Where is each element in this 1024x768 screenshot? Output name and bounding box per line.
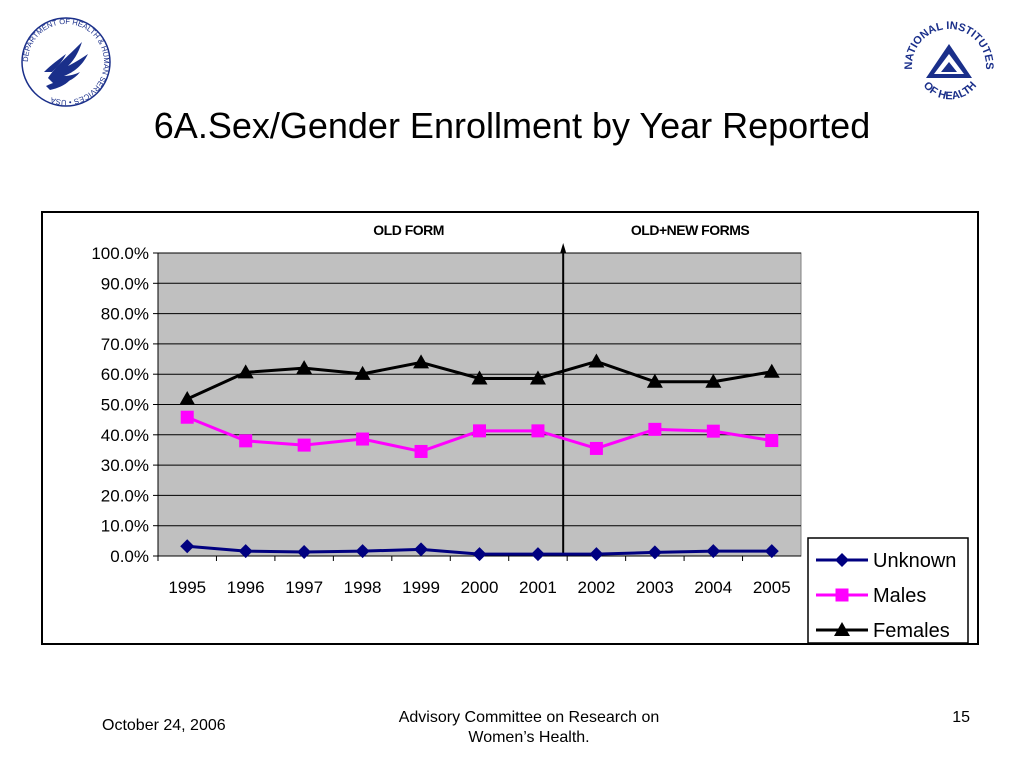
svg-text:OF HEALTH: OF HEALTH: [921, 80, 979, 103]
footer-date: October 24, 2006: [102, 717, 226, 734]
data-point-males: [297, 438, 311, 452]
data-point-females: [354, 365, 371, 380]
data-point-males: [648, 422, 662, 436]
data-point-females: [413, 354, 430, 369]
y-tick-label: 90.0%: [101, 274, 149, 293]
x-tick-label: 2000: [461, 578, 499, 597]
x-tick-label: 1999: [402, 578, 440, 597]
data-point-unknown: [238, 544, 253, 559]
data-point-males: [589, 441, 603, 455]
y-tick-label: 10.0%: [101, 517, 149, 536]
x-tick-label: 2003: [636, 578, 674, 597]
footer-committee-line1: Advisory Committee on Research on: [398, 709, 660, 726]
page-number: 15: [952, 709, 970, 726]
data-point-unknown: [472, 547, 487, 562]
section-label-old-new-forms: OLD+NEW FORMS: [631, 222, 749, 238]
nih-emblem-icon: [926, 44, 972, 78]
legend-marker-males: [835, 588, 849, 602]
data-point-unknown: [355, 544, 370, 559]
enrollment-line-chart: 0.0% 10.0% 20.0% 30.0% 40.0% 50.0% 60.0% 70.0% 8…: [91, 222, 969, 643]
y-tick-label: 40.0%: [101, 426, 149, 445]
legend-label-unknown: Unknown: [873, 550, 956, 572]
data-point-females: [646, 373, 663, 388]
y-tick-label: 80.0%: [101, 305, 149, 324]
y-tick-label: 100.0%: [91, 244, 149, 263]
data-point-females: [296, 360, 313, 375]
data-point-females: [179, 391, 196, 406]
data-point-unknown: [297, 545, 312, 560]
y-tick-label: 20.0%: [101, 486, 149, 505]
legend-label-females: Females: [873, 620, 950, 642]
x-tick-label: 1995: [168, 578, 206, 597]
data-point-females: [705, 373, 722, 388]
footer-committee-line2: Women’s Health.: [468, 729, 590, 746]
x-tick-label: 1998: [344, 578, 382, 597]
eagle-icon: [44, 42, 88, 90]
hhs-logo: DEPARTMENT OF HEALTH & HUMAN SERVICES • …: [21, 17, 111, 107]
data-point-males: [473, 424, 486, 438]
y-tick-label: 50.0%: [101, 396, 149, 415]
data-point-unknown: [589, 547, 604, 562]
x-tick-label: 1996: [227, 578, 265, 597]
y-tick-label: 60.0%: [101, 365, 149, 384]
data-point-unknown: [647, 545, 662, 560]
data-point-females: [763, 363, 780, 378]
chart-frame: 0.0% 10.0% 20.0% 30.0% 40.0% 50.0% 60.0% 70.0% 8…: [41, 211, 979, 645]
y-tick-label: 30.0%: [101, 456, 149, 475]
data-point-males: [765, 434, 779, 448]
x-tick-label: 1997: [285, 578, 323, 597]
data-point-females: [471, 370, 488, 385]
data-point-males: [239, 434, 253, 448]
legend-marker-females: [834, 622, 850, 636]
data-point-females: [529, 370, 546, 385]
y-tick-label: 0.0%: [110, 547, 149, 566]
data-point-unknown: [414, 542, 429, 557]
legend: [807, 537, 969, 643]
data-point-unknown: [764, 544, 779, 559]
data-point-males: [180, 410, 194, 424]
nih-logo-text-bottom: OF HEALTH: [921, 80, 979, 103]
x-tick-label: 2005: [753, 578, 791, 597]
nih-logo: NATIONAL INSTITUTES OF HEALTH: [903, 20, 995, 103]
data-point-males: [356, 432, 370, 446]
section-label-old-form: OLD FORM: [373, 222, 444, 238]
legend-label-males: Males: [873, 585, 926, 607]
y-tick-label: 70.0%: [101, 335, 149, 354]
x-tick-label: 2004: [694, 578, 732, 597]
footer-committee: Advisory Committee on Research on Women’…: [352, 708, 706, 748]
x-tick-label: 2002: [577, 578, 615, 597]
data-point-unknown: [530, 547, 545, 562]
data-point-females: [588, 353, 605, 368]
x-tick-label: 2001: [519, 578, 557, 597]
legend-marker-unknown: [835, 553, 849, 567]
data-point-males: [414, 444, 428, 458]
data-point-females: [237, 364, 254, 379]
data-point-males: [706, 424, 720, 438]
slide-title: 6A.Sex/Gender Enrollment by Year Reporte…: [153, 105, 871, 146]
data-point-males: [531, 424, 545, 438]
data-point-unknown: [180, 539, 195, 554]
data-point-unknown: [706, 544, 721, 559]
form-divider-arrow: [560, 243, 567, 253]
